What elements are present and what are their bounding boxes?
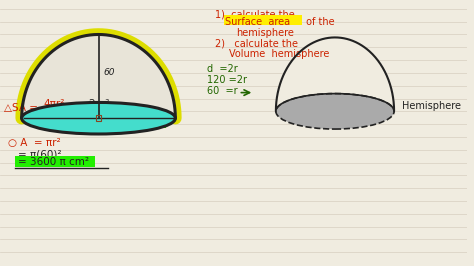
Text: 120 =2r: 120 =2r	[207, 75, 247, 85]
Text: = 3600 π cm²: = 3600 π cm²	[18, 157, 89, 167]
Ellipse shape	[276, 94, 394, 129]
Text: 2: 2	[53, 111, 60, 121]
Text: 60: 60	[103, 68, 115, 77]
Text: = π(60)²: = π(60)²	[18, 150, 61, 160]
Text: 60  =r: 60 =r	[207, 86, 237, 96]
Text: hemisphere: hemisphere	[237, 28, 294, 38]
Text: Surface  area: Surface area	[225, 17, 290, 27]
Text: 4πr²: 4πr²	[43, 98, 65, 109]
Text: 2)   calculate the: 2) calculate the	[215, 38, 298, 48]
Text: ○ A  = πr²: ○ A = πr²	[8, 138, 61, 148]
Bar	[96, 115, 101, 121]
Text: 7200π cm²: 7200π cm²	[89, 117, 145, 127]
Text: 1)  calculate the: 1) calculate the	[215, 10, 294, 20]
Text: of the: of the	[303, 17, 335, 27]
FancyBboxPatch shape	[224, 15, 302, 25]
Text: Hemisphere: Hemisphere	[402, 101, 461, 111]
Text: =: =	[75, 103, 83, 113]
FancyBboxPatch shape	[86, 117, 166, 128]
Text: 2πr²: 2πr²	[89, 98, 110, 109]
Text: Volume  hemisphere: Volume hemisphere	[228, 49, 329, 59]
Text: d  =2r: d =2r	[207, 64, 237, 74]
Ellipse shape	[22, 102, 175, 134]
Text: 2 π(60)²: 2 π(60)²	[89, 111, 130, 121]
FancyBboxPatch shape	[15, 156, 95, 167]
Text: △SA =: △SA =	[4, 103, 41, 113]
Text: 120cm: 120cm	[93, 107, 119, 116]
